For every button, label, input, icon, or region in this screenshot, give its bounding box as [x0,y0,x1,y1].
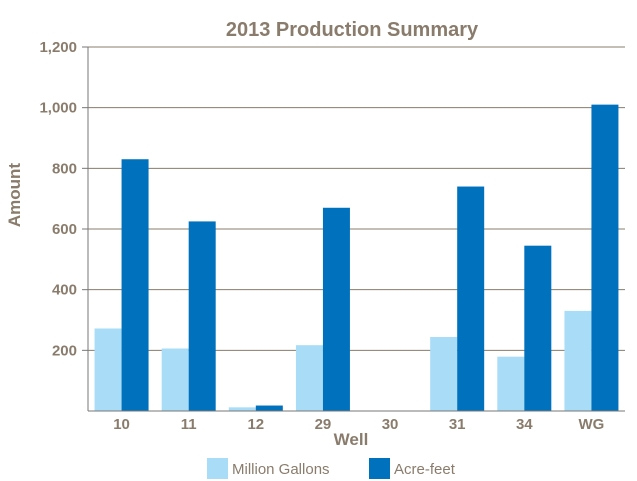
y-tick-label: 1,200 [39,39,77,56]
x-tick-label: WG [579,416,605,433]
x-tick-label: 30 [382,416,399,433]
legend-label: Acre-feet [394,461,456,478]
bars [94,104,619,411]
bar-million-gallons-11 [161,348,189,411]
y-tick-labels: 200 400 600 800 1,000 1,200 [39,39,88,359]
x-axis-label: Well [334,430,369,449]
bar-million-gallons-10 [94,328,122,411]
x-tick-label: 29 [315,416,332,433]
bar-million-gallons-wg [564,310,592,411]
bar-acre-feet-12 [255,405,283,411]
y-tick-label: 400 [52,282,77,299]
y-tick-label: 600 [52,221,77,238]
x-tick-label: 12 [247,416,264,433]
legend-label: Million Gallons [232,461,330,478]
x-tick-label: 10 [113,416,130,433]
x-tick-label: 34 [516,416,533,433]
chart-title: 2013 Production Summary [226,19,479,41]
bar-acre-feet-wg [591,104,619,411]
bar-acre-feet-34 [524,245,552,411]
x-tick-labels: 10 11 12 29 30 31 34 WG [113,416,604,433]
bar-acre-feet-11 [188,221,216,411]
x-tick-label: 11 [181,416,197,433]
bar-million-gallons-12 [228,407,256,411]
legend-swatch [369,458,390,479]
bar-million-gallons-31 [430,336,458,411]
bar-acre-feet-31 [457,186,485,411]
legend-swatch [207,458,228,479]
bar-million-gallons-29 [295,345,323,411]
x-tick-label: 31 [449,416,466,433]
bar-acre-feet-29 [322,207,350,411]
y-tick-label: 800 [52,160,77,177]
y-axis-label: Amount [5,163,24,228]
y-tick-label: 1,000 [39,100,77,117]
y-tick-label: 200 [52,342,77,359]
legend: Million Gallons Acre-feet [207,458,456,479]
bar-acre-feet-10 [121,159,149,411]
bar-million-gallons-34 [497,356,525,411]
